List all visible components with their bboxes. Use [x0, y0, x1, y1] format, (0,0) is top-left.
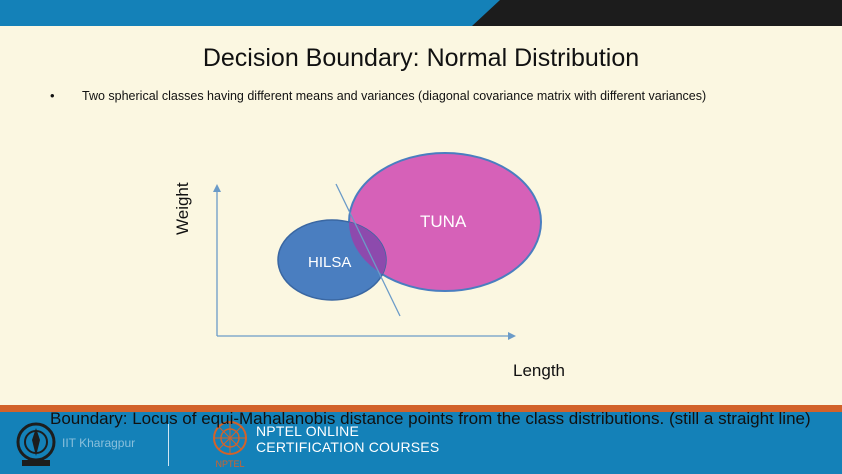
boundary-caption: Boundary: Locus of equi-Mahalanobis dist… — [50, 409, 811, 428]
hilsa-label: HILSA — [308, 254, 352, 271]
x-axis-label: Length — [513, 361, 565, 380]
footer-stripe — [0, 405, 842, 412]
decision-boundary-line — [335, 183, 401, 317]
footer-divider — [168, 424, 169, 466]
top-bar-accent — [472, 0, 842, 26]
iit-emblem-icon — [16, 422, 56, 466]
nptel-logo-caption: NPTEL — [215, 459, 244, 469]
certification-courses-text: CERTIFICATION COURSES — [256, 439, 440, 455]
bullet-text: Two spherical classes having different m… — [82, 89, 707, 103]
footer-bar — [0, 412, 842, 474]
nptel-online-text: NPTEL ONLINE — [256, 423, 360, 439]
institute-name: IIT Kharagpur — [62, 436, 136, 450]
bullet-point-marker: • — [50, 88, 55, 103]
slide-title: Decision Boundary: Normal Distribution — [202, 44, 640, 72]
y-axis-label: Weight — [173, 182, 192, 235]
tuna-label: TUNA — [420, 212, 467, 231]
nptel-logo-icon: NPTEL — [213, 421, 247, 469]
